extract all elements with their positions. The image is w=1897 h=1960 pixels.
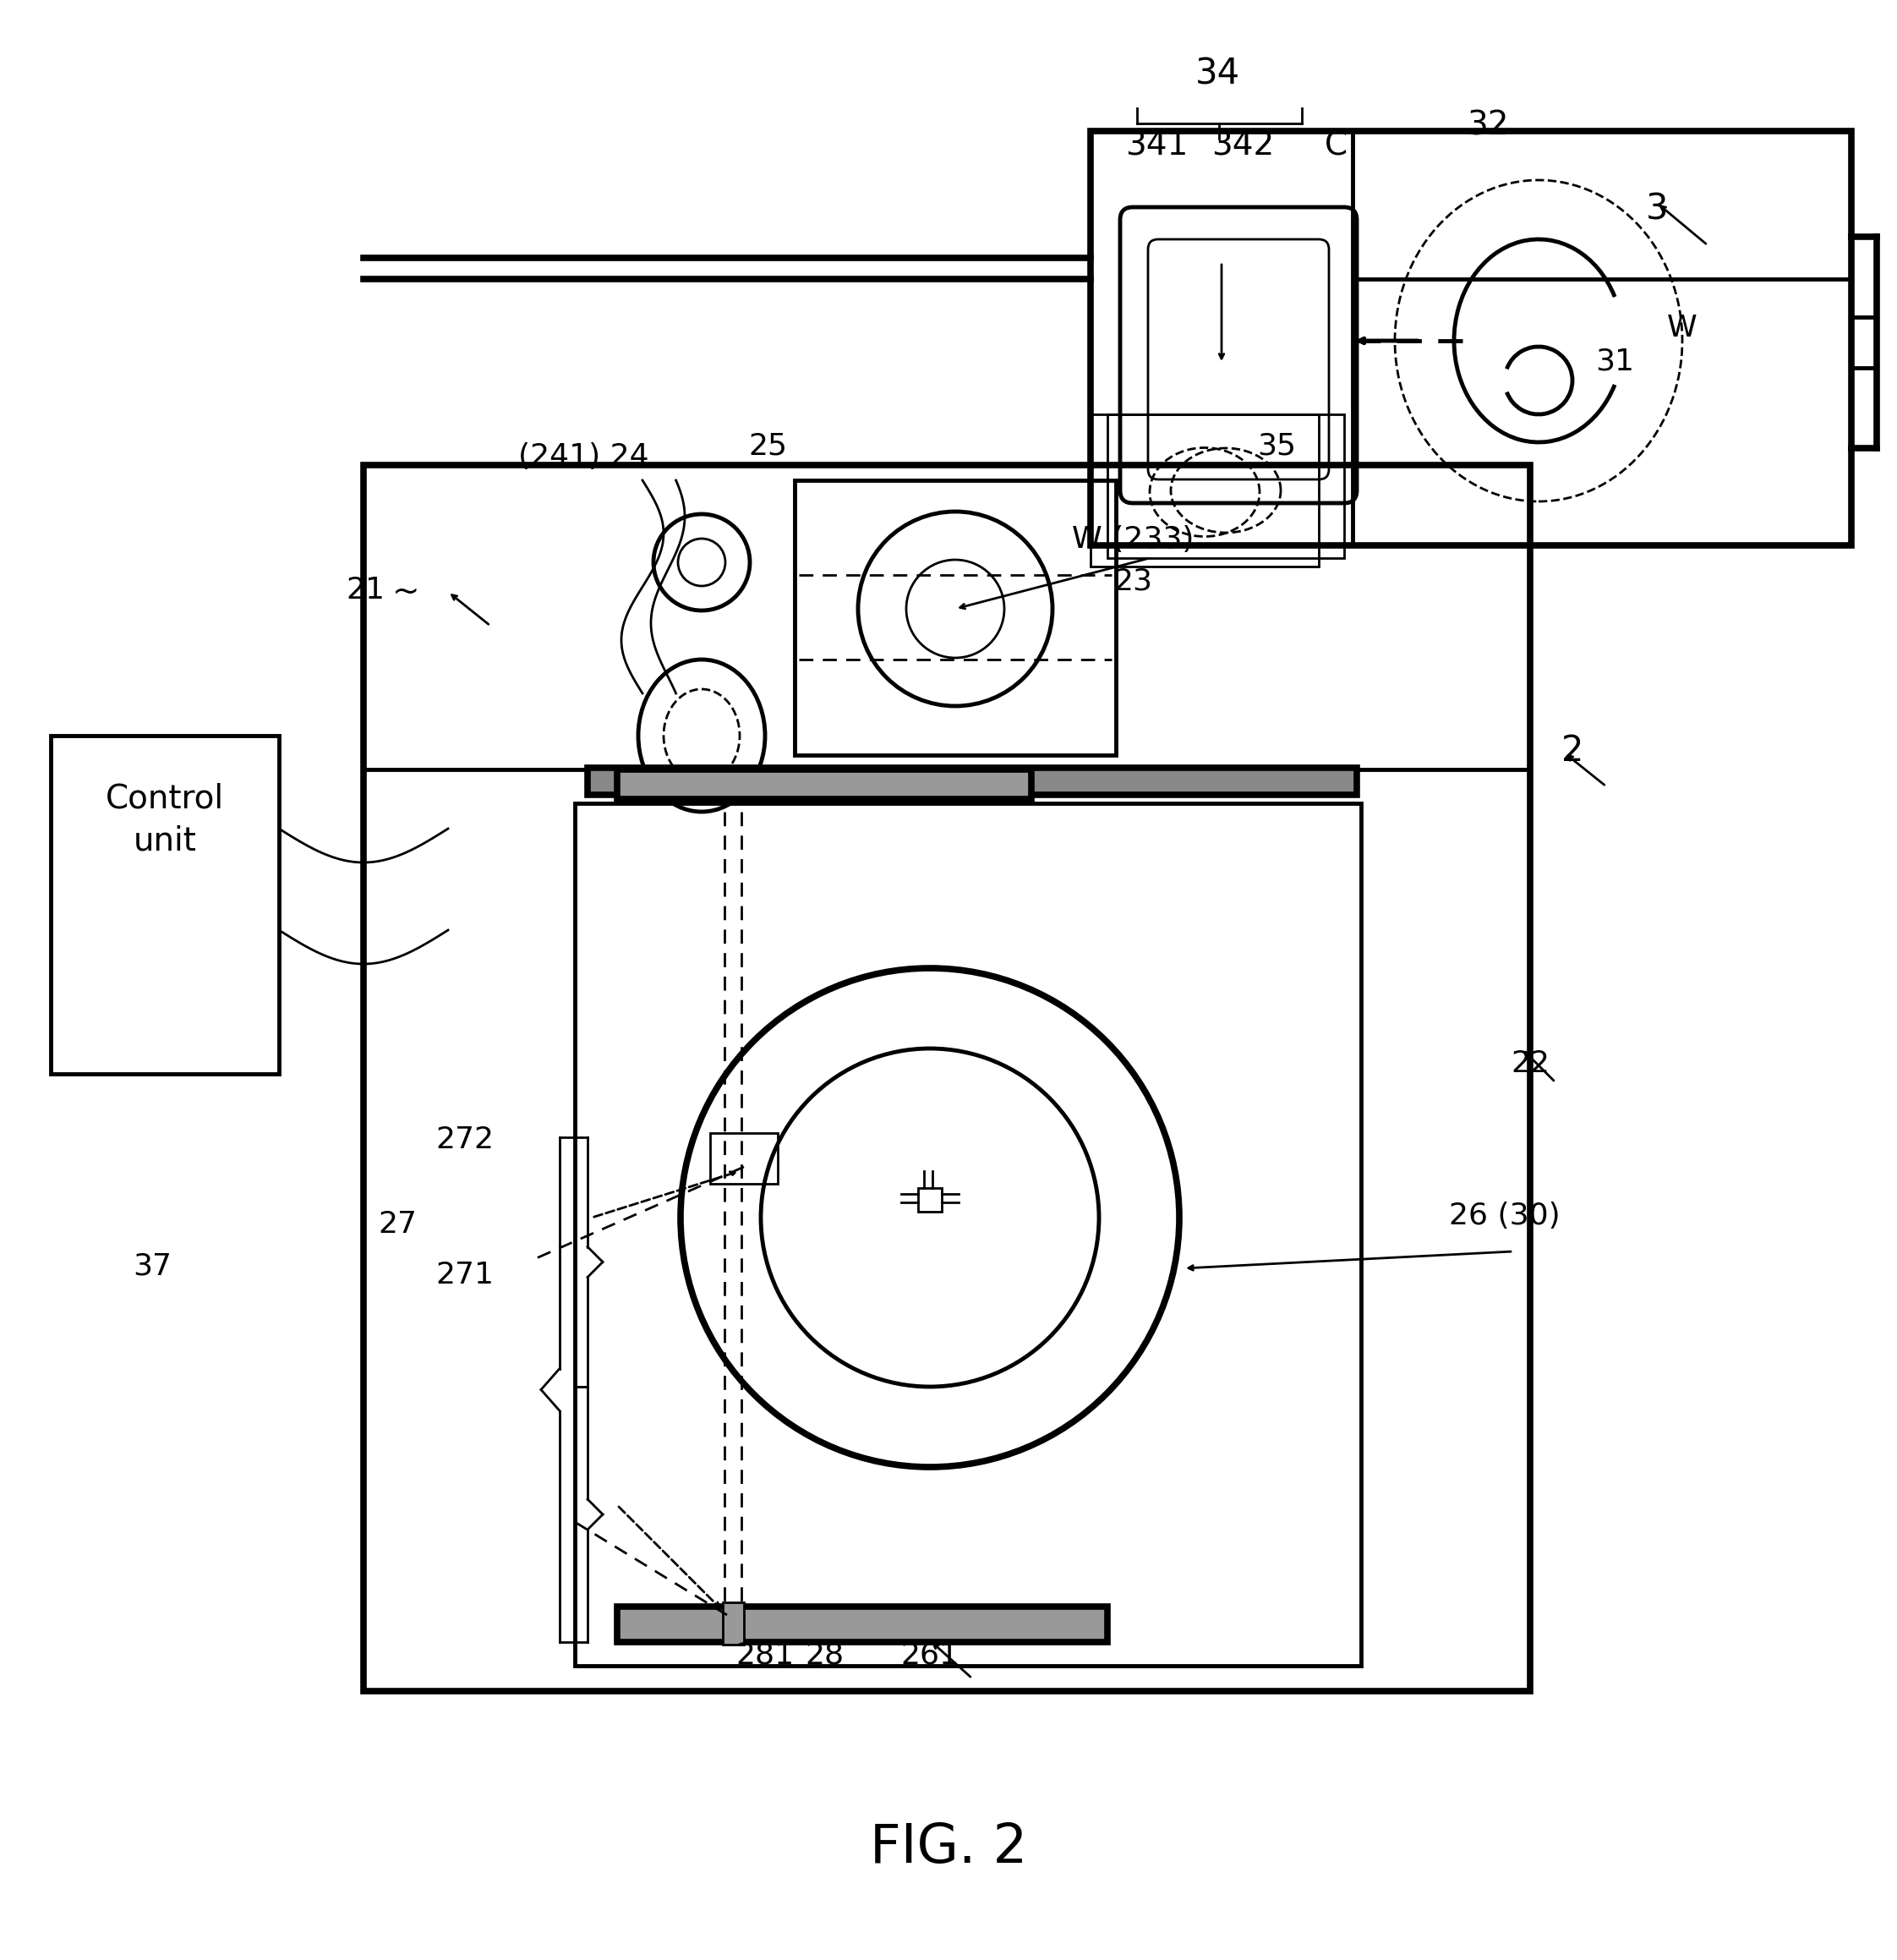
Text: 341: 341 xyxy=(1125,129,1188,163)
Bar xyxy=(617,770,1032,800)
Text: unit: unit xyxy=(133,825,197,857)
Text: 271: 271 xyxy=(436,1260,493,1290)
Text: 27: 27 xyxy=(378,1209,417,1239)
Text: 34: 34 xyxy=(1195,57,1241,92)
Bar xyxy=(795,480,1115,755)
Text: 2: 2 xyxy=(1561,733,1584,768)
Text: 272: 272 xyxy=(436,1125,493,1154)
Text: 23: 23 xyxy=(1114,566,1151,596)
Text: (241) 24: (241) 24 xyxy=(518,443,649,470)
Bar xyxy=(1091,131,1851,545)
Bar xyxy=(918,1188,941,1211)
Text: 31: 31 xyxy=(1595,347,1633,376)
Text: 32: 32 xyxy=(1466,110,1508,141)
Text: 3: 3 xyxy=(1647,192,1667,227)
Text: FIG. 2: FIG. 2 xyxy=(871,1821,1026,1874)
Text: 28: 28 xyxy=(804,1641,844,1670)
Bar xyxy=(364,465,1531,1691)
Text: 281: 281 xyxy=(736,1641,795,1670)
Text: 37: 37 xyxy=(133,1252,171,1282)
Text: W: W xyxy=(1667,314,1698,343)
Bar xyxy=(1091,414,1318,566)
Text: W (233): W (233) xyxy=(1072,525,1193,555)
Text: 35: 35 xyxy=(1258,431,1296,461)
Text: 25: 25 xyxy=(747,431,787,461)
Text: C: C xyxy=(1324,129,1347,163)
Bar xyxy=(51,735,279,1074)
Bar xyxy=(617,1607,1108,1642)
Text: 26 (30): 26 (30) xyxy=(1449,1201,1561,1231)
Text: Control: Control xyxy=(106,782,224,815)
Bar xyxy=(588,768,1356,796)
Text: 22: 22 xyxy=(1510,1049,1550,1078)
Text: 261: 261 xyxy=(901,1641,960,1670)
Bar xyxy=(709,1133,778,1184)
Text: 21: 21 xyxy=(345,576,385,604)
Text: 342: 342 xyxy=(1212,129,1275,163)
Bar xyxy=(575,804,1360,1666)
Bar xyxy=(1108,414,1345,559)
Text: ~: ~ xyxy=(393,576,419,608)
Bar xyxy=(723,1603,744,1644)
